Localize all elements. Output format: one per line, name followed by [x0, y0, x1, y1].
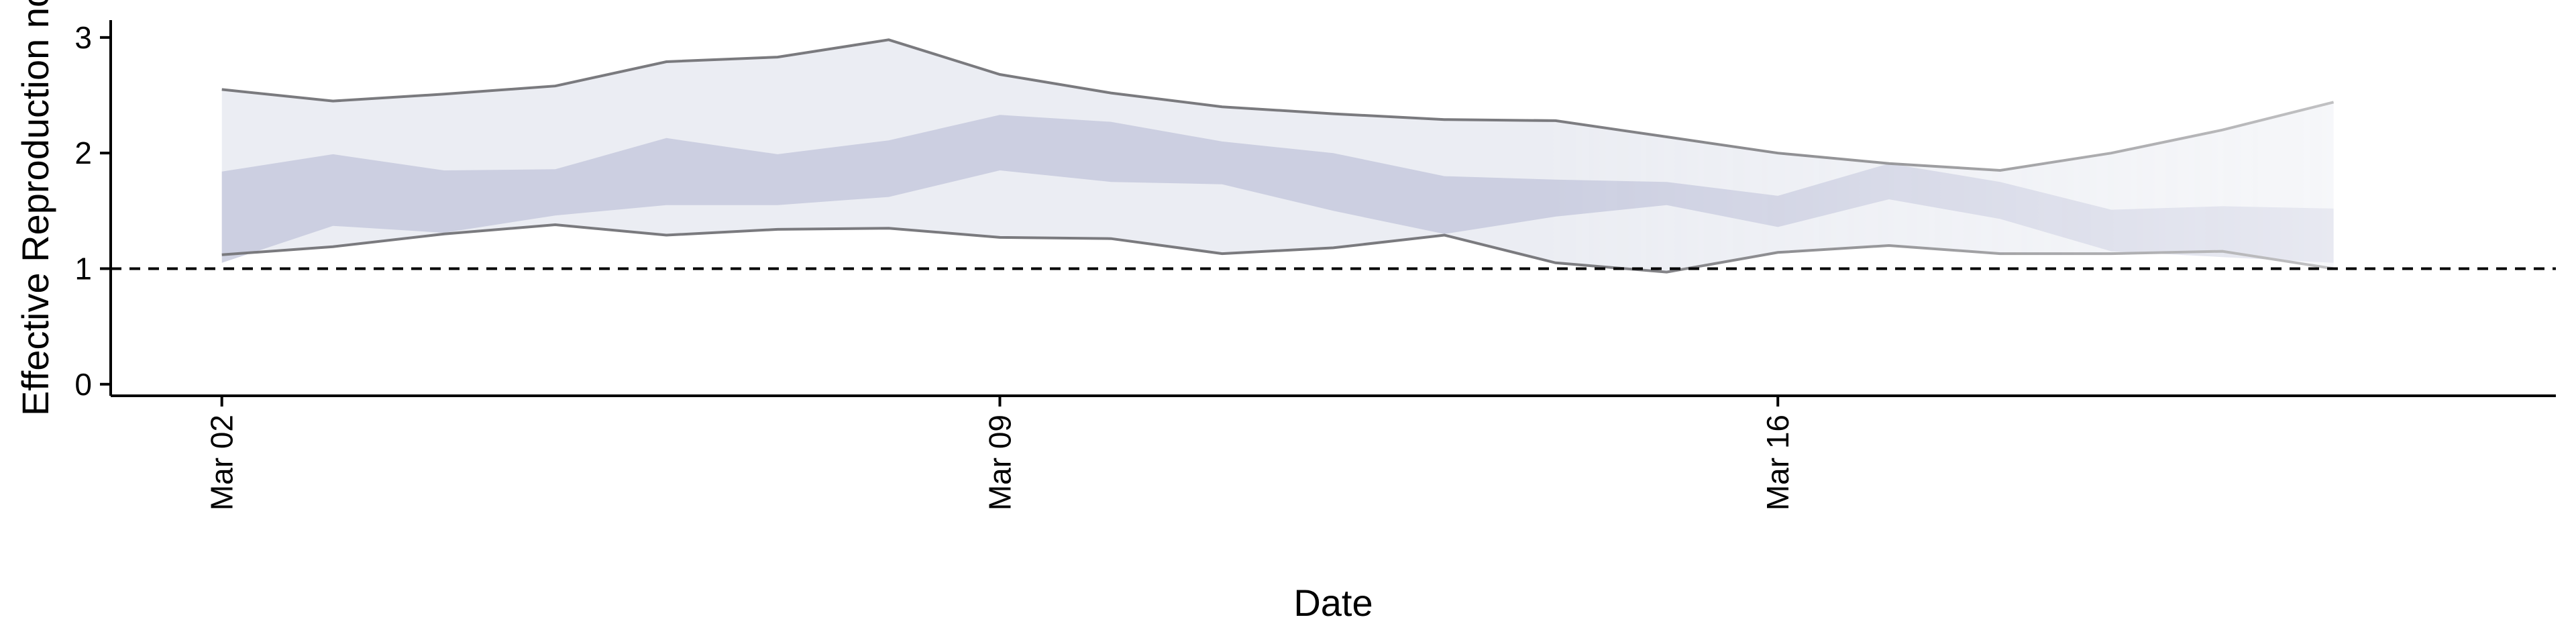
inner-credible-band	[221, 115, 2334, 263]
x-tick-label: Mar 09	[982, 415, 1017, 511]
credible-interval-bands	[221, 38, 2334, 274]
y-tick-label: 0	[74, 367, 92, 402]
y-tick-label: 2	[74, 136, 92, 170]
y-axis-title: Effective Reproduction no	[14, 0, 56, 416]
x-axis-ticks: Mar 02 Mar 09 Mar 16	[205, 396, 1795, 511]
outer-upper-bound-line	[221, 38, 2334, 172]
x-axis: Mar 02 Mar 09 Mar 16	[111, 394, 2556, 511]
x-tick-label: Mar 16	[1760, 415, 1795, 511]
y-tick-label: 3	[74, 20, 92, 55]
x-axis-title: Date	[1293, 582, 1373, 624]
x-tick-label: Mar 02	[205, 415, 239, 511]
y-axis: 0 1 2 3	[74, 20, 112, 402]
y-tick-label: 1	[74, 251, 92, 286]
outer-lower-bound-line	[221, 223, 2334, 274]
y-axis-ticks: 0 1 2 3	[74, 20, 111, 402]
